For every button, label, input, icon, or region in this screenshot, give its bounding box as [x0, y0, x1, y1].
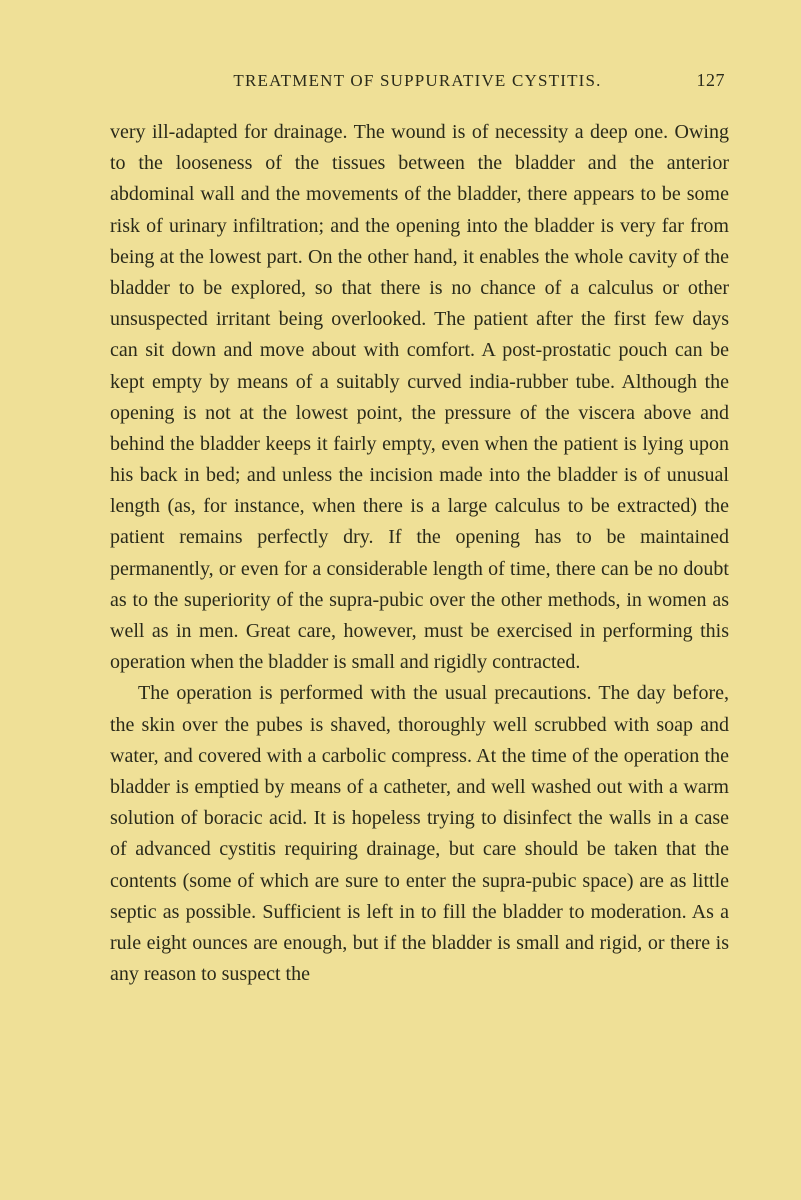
running-title: TREATMENT OF SUPPURATIVE CYSTITIS. [150, 71, 685, 91]
page-header: TREATMENT OF SUPPURATIVE CYSTITIS. 127 [110, 70, 729, 91]
page-number: 127 [685, 70, 725, 91]
body-text: very ill-adapted for drainage. The wound… [110, 117, 729, 990]
paragraph-1: very ill-adapted for drainage. The wound… [110, 117, 729, 678]
book-page: TREATMENT OF SUPPURATIVE CYSTITIS. 127 v… [0, 0, 801, 1200]
paragraph-2: The operation is performed with the usua… [110, 678, 729, 990]
